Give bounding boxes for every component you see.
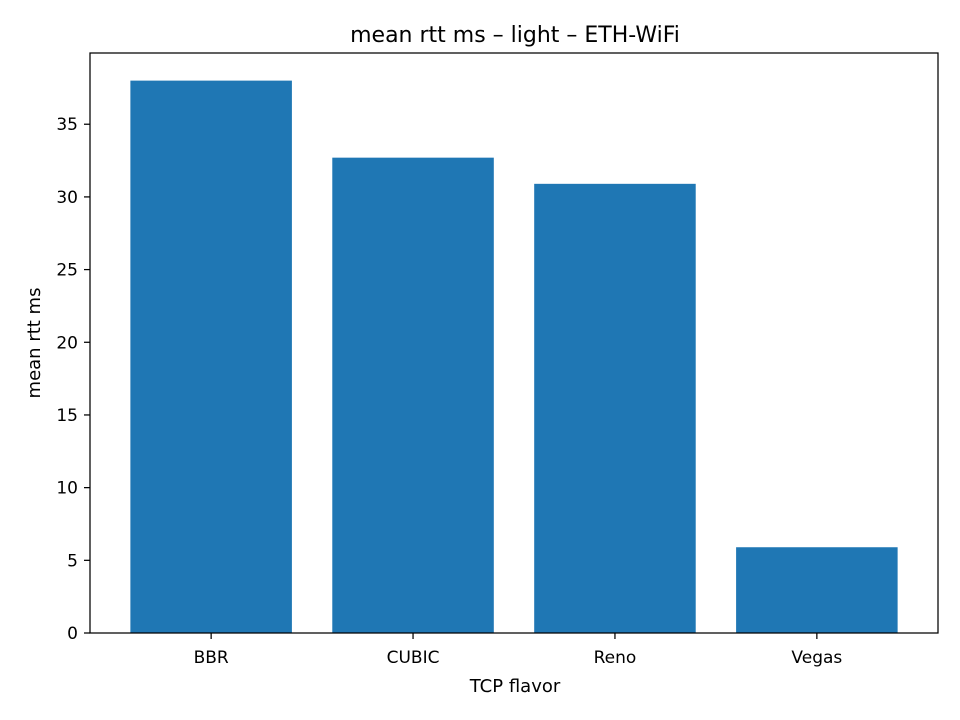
bar-bbr (130, 80, 292, 634)
bars-group (130, 80, 898, 634)
y-tick-label: 20 (56, 333, 78, 353)
x-tick-label: BBR (194, 648, 229, 668)
y-tick-label: 25 (56, 261, 78, 281)
bar-vegas (736, 547, 898, 633)
plot-frame (89, 52, 939, 634)
x-axis-ticks: BBR CUBIC Reno Vegas (194, 633, 842, 668)
y-axis-label: mean rtt ms (24, 288, 45, 399)
y-tick-label: 5 (67, 551, 78, 571)
bar-reno (534, 183, 696, 633)
x-tick-label: Vegas (791, 648, 842, 668)
x-tick-label: Reno (594, 648, 637, 668)
y-axis-ticks: 0 5 10 15 20 25 30 35 (56, 115, 90, 644)
chart-title: mean rtt ms – light – ETH-WiFi (350, 23, 680, 48)
y-tick-label: 15 (56, 406, 78, 426)
bar-cubic (332, 157, 494, 633)
x-axis-label: TCP flavor (469, 676, 561, 697)
y-tick-label: 35 (56, 115, 78, 135)
y-tick-label: 10 (56, 479, 78, 499)
y-tick-label: 30 (56, 188, 78, 208)
y-tick-label: 0 (67, 624, 78, 644)
x-tick-label: CUBIC (387, 648, 440, 668)
